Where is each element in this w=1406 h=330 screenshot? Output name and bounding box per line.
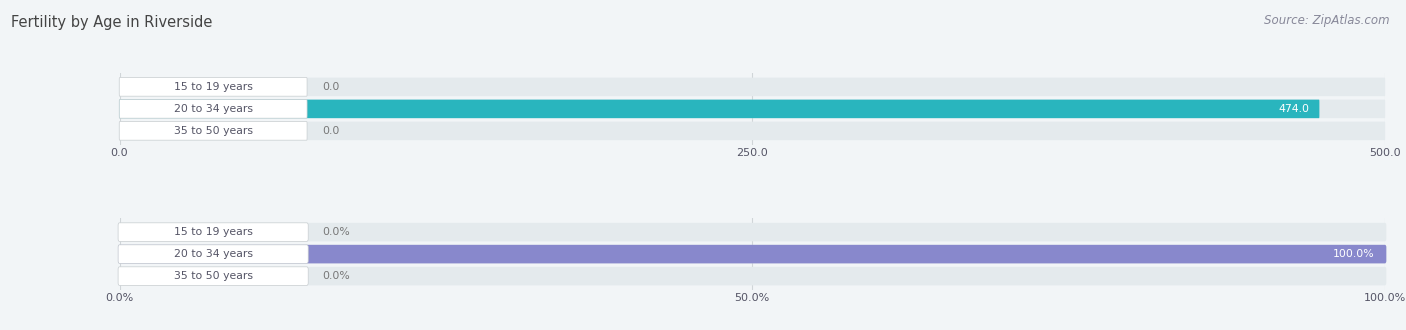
Text: 15 to 19 years: 15 to 19 years <box>174 227 253 237</box>
FancyBboxPatch shape <box>118 223 1386 241</box>
FancyBboxPatch shape <box>120 78 1385 96</box>
Text: 0.0%: 0.0% <box>322 227 350 237</box>
FancyBboxPatch shape <box>118 245 1386 263</box>
Text: 100.0%: 100.0% <box>1333 249 1375 259</box>
FancyBboxPatch shape <box>118 245 308 263</box>
Text: 35 to 50 years: 35 to 50 years <box>174 271 253 281</box>
Text: 35 to 50 years: 35 to 50 years <box>174 126 253 136</box>
FancyBboxPatch shape <box>120 100 1385 118</box>
Text: 474.0: 474.0 <box>1278 104 1309 114</box>
Text: 0.0: 0.0 <box>322 126 339 136</box>
Text: Source: ZipAtlas.com: Source: ZipAtlas.com <box>1264 14 1389 27</box>
Text: 0.0: 0.0 <box>322 82 339 92</box>
Text: 20 to 34 years: 20 to 34 years <box>174 249 253 259</box>
FancyBboxPatch shape <box>120 122 1385 140</box>
Text: 0.0%: 0.0% <box>322 271 350 281</box>
Text: 15 to 19 years: 15 to 19 years <box>174 82 253 92</box>
FancyBboxPatch shape <box>120 100 307 118</box>
FancyBboxPatch shape <box>120 100 1319 118</box>
Text: Fertility by Age in Riverside: Fertility by Age in Riverside <box>11 15 212 30</box>
FancyBboxPatch shape <box>120 78 307 96</box>
FancyBboxPatch shape <box>118 267 308 285</box>
FancyBboxPatch shape <box>118 267 1386 285</box>
FancyBboxPatch shape <box>118 223 308 241</box>
FancyBboxPatch shape <box>118 245 1386 263</box>
FancyBboxPatch shape <box>120 122 307 140</box>
Text: 20 to 34 years: 20 to 34 years <box>174 104 253 114</box>
